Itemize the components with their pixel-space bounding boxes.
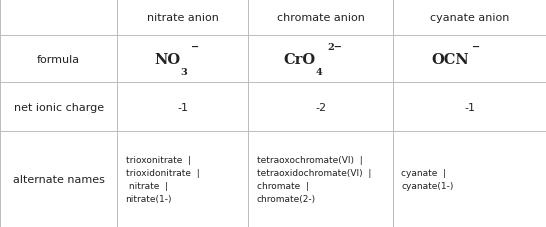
- Text: chromate anion: chromate anion: [277, 13, 365, 23]
- Text: -1: -1: [177, 102, 188, 112]
- Text: tetraoxochromate(VI)  |
tetraoxidochromate(VI)  |
chromate  |
chromate(2-): tetraoxochromate(VI) | tetraoxidochromat…: [257, 156, 371, 203]
- Text: −: −: [191, 42, 199, 51]
- Text: NO: NO: [154, 52, 180, 66]
- Text: −: −: [472, 42, 480, 51]
- Text: alternate names: alternate names: [13, 174, 105, 184]
- Text: trioxonitrate  |
trioxidonitrate  |
 nitrate  |
nitrate(1-): trioxonitrate | trioxidonitrate | nitrat…: [126, 156, 199, 203]
- Text: 2−: 2−: [328, 42, 342, 51]
- Text: 3: 3: [180, 67, 187, 76]
- Text: CrO: CrO: [283, 52, 316, 66]
- Text: cyanate anion: cyanate anion: [430, 13, 509, 23]
- Text: OCN: OCN: [432, 52, 470, 66]
- Text: nitrate anion: nitrate anion: [147, 13, 219, 23]
- Text: -2: -2: [315, 102, 327, 112]
- Text: 4: 4: [316, 67, 322, 76]
- Text: cyanate  |
cyanate(1-): cyanate | cyanate(1-): [401, 168, 454, 190]
- Text: -1: -1: [464, 102, 475, 112]
- Text: formula: formula: [37, 54, 80, 64]
- Text: net ionic charge: net ionic charge: [14, 102, 104, 112]
